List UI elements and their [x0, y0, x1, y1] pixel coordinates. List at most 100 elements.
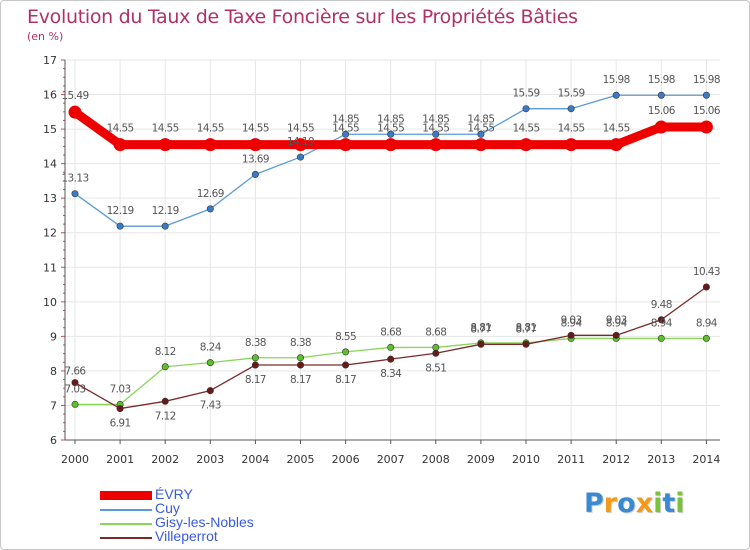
data-label: 12.19 — [152, 205, 179, 217]
data-point — [71, 190, 79, 198]
data-point — [296, 153, 304, 161]
legend-swatch — [100, 523, 152, 525]
data-point — [387, 355, 395, 363]
data-point — [342, 130, 350, 138]
data-point — [206, 387, 214, 395]
data-label: 15.59 — [558, 88, 585, 100]
x-tick-label: 2004 — [241, 453, 269, 466]
data-label: 8.94 — [651, 317, 673, 329]
data-label: 15.98 — [648, 74, 675, 86]
legend-label: ÉVRY — [155, 486, 193, 502]
logo-letter: o — [617, 488, 636, 519]
logo-letter: t — [662, 488, 676, 519]
data-label: 14.85 — [332, 113, 359, 125]
series--vry — [68, 105, 713, 152]
data-label: 7.43 — [200, 400, 221, 412]
x-tick-label: 2001 — [106, 453, 134, 466]
data-point — [432, 349, 440, 357]
data-label: 8.81 — [516, 322, 537, 334]
data-point — [113, 138, 127, 152]
data-label: 14.85 — [377, 113, 404, 125]
data-label: 12.69 — [197, 188, 224, 200]
data-point — [657, 316, 665, 324]
data-point — [296, 354, 304, 362]
data-label: 8.68 — [425, 326, 446, 338]
logo-letter: x — [635, 488, 654, 519]
data-label: 8.17 — [290, 374, 311, 386]
y-tick-label: 12 — [43, 227, 57, 240]
data-label: 14.55 — [332, 123, 359, 135]
legend-label: Gisy-les-Nobles — [155, 514, 254, 530]
legend-swatch — [100, 509, 152, 511]
data-label: 15.98 — [693, 74, 720, 86]
logo-letter: i — [675, 488, 685, 519]
x-tick-label: 2006 — [332, 453, 360, 466]
x-tick-label: 2009 — [467, 453, 495, 466]
data-point — [612, 91, 620, 99]
series-cuy — [71, 91, 710, 230]
data-label: 8.38 — [290, 337, 311, 349]
data-label: 8.38 — [245, 337, 266, 349]
data-label: 14.85 — [422, 113, 449, 125]
data-point — [71, 379, 79, 387]
data-point — [474, 138, 488, 152]
data-label: 15.59 — [512, 88, 539, 100]
data-label: 7.03 — [65, 383, 86, 395]
x-tick-label: 2007 — [377, 453, 405, 466]
data-label: 8.12 — [155, 346, 176, 358]
data-point — [654, 120, 668, 134]
data-point — [206, 359, 214, 367]
data-label: 8.24 — [200, 342, 222, 354]
data-point — [294, 138, 307, 152]
data-point — [567, 105, 575, 113]
y-tick-label: 14 — [43, 158, 57, 171]
data-label: 15.49 — [61, 90, 88, 102]
data-point — [387, 130, 395, 138]
x-tick-label: 2013 — [647, 453, 675, 466]
data-label: 14.55 — [558, 123, 585, 135]
x-tick-label: 2003 — [196, 453, 224, 466]
data-point — [384, 138, 398, 152]
data-label: 8.94 — [696, 317, 718, 329]
series-villeperrot — [71, 283, 710, 413]
legend-label: Villeperrot — [155, 528, 218, 544]
data-label: 14.19 — [287, 136, 314, 148]
legend-swatch — [100, 491, 152, 500]
plot-area — [65, 60, 720, 440]
logo-letter: P — [584, 488, 604, 519]
data-label: 8.34 — [380, 368, 402, 380]
data-label: 8.94 — [606, 317, 628, 329]
data-point — [429, 138, 443, 152]
data-point — [161, 397, 169, 405]
data-point — [567, 331, 575, 339]
x-tick-label: 2002 — [151, 453, 179, 466]
data-point — [657, 91, 665, 99]
unit-label: (en %) — [27, 30, 64, 43]
x-tick-label: 2008 — [422, 453, 450, 466]
data-label: 9.03 — [561, 314, 582, 326]
data-label: 14.55 — [242, 123, 269, 135]
data-label: 14.55 — [377, 123, 404, 135]
data-point — [522, 105, 530, 113]
logo-letter: r — [603, 488, 618, 519]
data-point — [702, 334, 710, 342]
data-label: 14.55 — [287, 123, 314, 135]
data-point — [522, 340, 530, 348]
data-point — [161, 363, 169, 371]
data-label: 8.17 — [245, 374, 266, 386]
y-tick-label: 16 — [43, 89, 57, 102]
y-tick-label: 10 — [43, 296, 57, 309]
data-label: 8.68 — [380, 326, 401, 338]
data-point — [477, 340, 485, 348]
data-point — [609, 138, 623, 152]
y-tick-label: 7 — [50, 399, 57, 412]
data-label: 14.55 — [467, 123, 494, 135]
y-tick-label: 11 — [43, 261, 57, 274]
data-label: 9.48 — [651, 299, 672, 311]
y-tick-label: 15 — [43, 123, 57, 136]
data-label: 10.43 — [693, 266, 720, 278]
data-label: 8.55 — [335, 331, 356, 343]
data-point — [116, 222, 124, 230]
data-label: 15.06 — [693, 105, 721, 117]
